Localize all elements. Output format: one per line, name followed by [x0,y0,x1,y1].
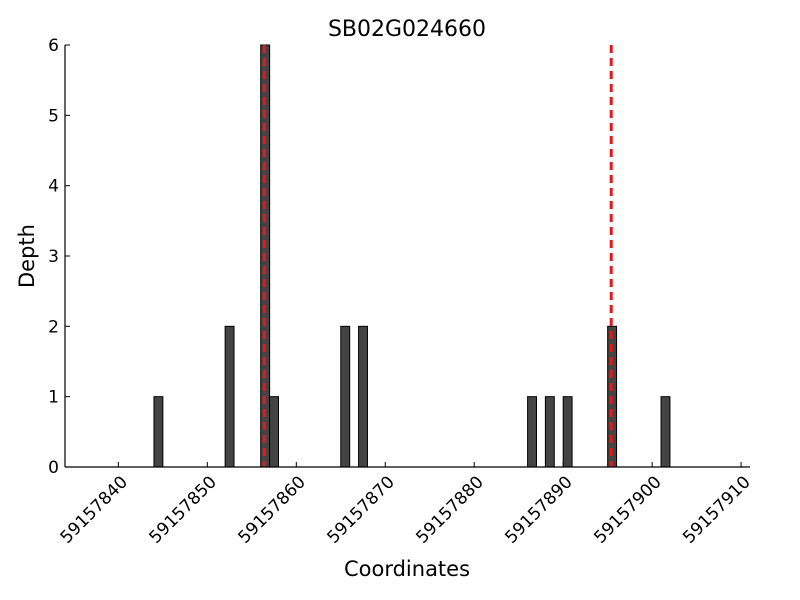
bar [562,396,573,468]
x-tick-label: 59157880 [412,472,487,547]
chart-title: SB02G024660 [328,17,486,42]
y-tick-label: 4 [48,177,59,197]
bar [527,396,537,468]
x-tick-label: 59157900 [590,472,665,547]
y-tick-label: 5 [48,106,59,126]
bar [544,396,555,468]
x-tick-label: 59157840 [57,472,132,547]
y-tick-label: 3 [48,247,59,267]
y-tick-label: 2 [48,317,59,337]
x-tick-label: 59157850 [146,472,221,547]
bar [340,325,351,468]
y-tick-label: 1 [48,388,59,408]
bar [358,325,368,468]
x-axis-label: Coordinates [344,557,470,581]
y-tick-label: 6 [48,36,59,56]
x-tick-label: 59157890 [501,472,576,547]
bar [224,325,235,468]
bar [660,396,671,468]
y-axis-label: Depth [15,224,39,288]
bar [153,396,164,468]
x-tick-label: 59157870 [323,472,398,547]
bar [269,396,280,468]
y-tick-label: 0 [48,458,59,478]
x-tick-label: 59157910 [679,472,754,547]
x-tick-label: 59157860 [235,472,310,547]
